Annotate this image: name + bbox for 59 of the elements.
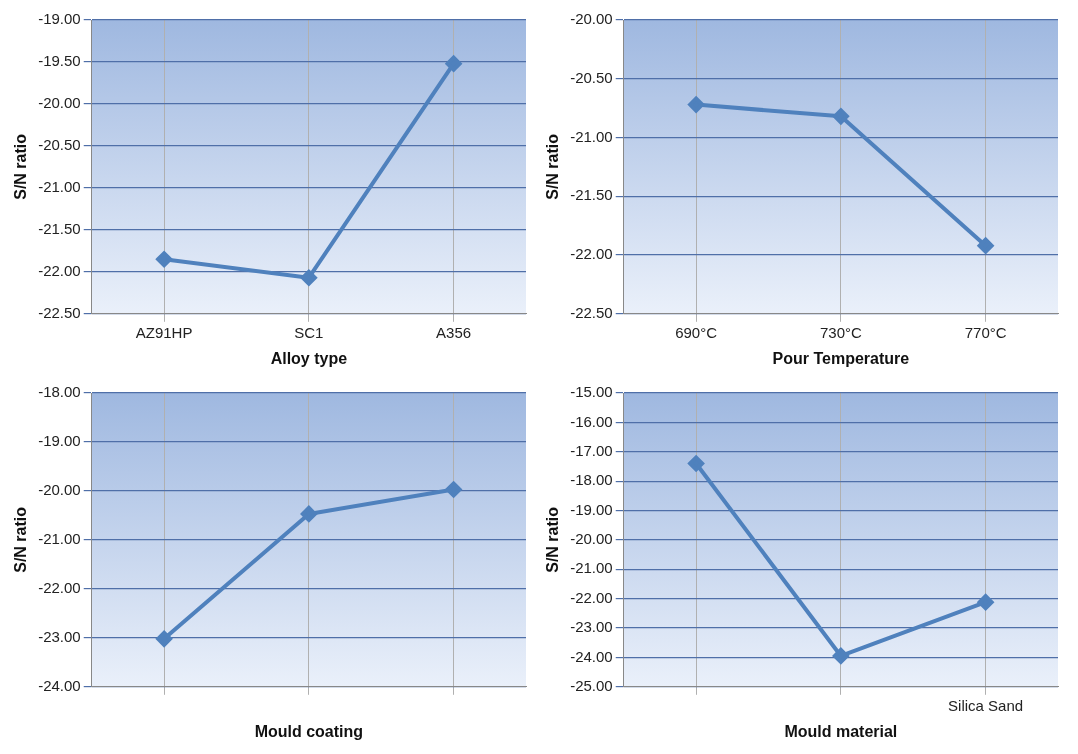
point — [300, 505, 317, 522]
y-tick-label: -20.00 — [570, 10, 613, 28]
y-tick-label: -22.00 — [38, 579, 81, 597]
y-tick-label: -18.00 — [570, 471, 613, 489]
point — [156, 630, 173, 647]
point — [445, 481, 462, 498]
y-tick-label: -21.00 — [570, 127, 613, 145]
x-axis-title: Alloy type — [270, 349, 348, 367]
y-tick-label: -15.00 — [570, 383, 613, 401]
x-tick-label: 770°C — [964, 323, 1007, 341]
x-axis-title: Mould coating — [254, 722, 364, 740]
x-tick-label: 690°C — [675, 323, 718, 341]
y-axis-title: S/N ratio — [544, 506, 562, 573]
y-tick-label: -23.00 — [570, 618, 613, 636]
point — [156, 251, 173, 268]
y-tick-label: -17.00 — [570, 441, 613, 459]
y-tick-label: -24.00 — [570, 647, 613, 665]
y-tick-label: -21.50 — [570, 186, 613, 204]
y-tick-label: -21.00 — [570, 559, 613, 577]
y-tick-label: -22.00 — [570, 588, 613, 606]
point — [688, 455, 705, 472]
y-tick-label: -18.00 — [38, 383, 81, 401]
x-axis-title: Pour Temperature — [772, 349, 910, 367]
y-tick-label: -19.00 — [38, 10, 81, 28]
x-tick-label: Silica Sand — [948, 696, 1024, 714]
y-tick-label: -22.00 — [38, 261, 81, 279]
point — [688, 96, 705, 113]
y-tick-label: -22.50 — [570, 303, 613, 321]
y-tick-label: -22.50 — [38, 303, 81, 321]
x-axis-title: Mould material — [784, 722, 898, 740]
y-tick-label: -20.50 — [570, 68, 613, 86]
y-axis-title: S/N ratio — [12, 133, 30, 200]
point — [977, 237, 994, 254]
y-tick-label: -19.00 — [570, 500, 613, 518]
y-tick-label: -21.00 — [38, 178, 81, 196]
point — [977, 594, 994, 611]
y-tick-label: -19.50 — [38, 52, 81, 70]
y-tick-label: -20.00 — [38, 94, 81, 112]
y-tick-label: -16.00 — [570, 412, 613, 430]
y-tick-label: -21.50 — [38, 220, 81, 237]
point — [300, 269, 317, 286]
y-tick-label: -21.00 — [38, 530, 81, 548]
y-tick-label: -23.00 — [38, 627, 81, 645]
x-tick-label: A356 — [436, 323, 472, 341]
x-tick-label: AZ91HP — [135, 323, 193, 341]
y-tick-label: -20.50 — [38, 136, 81, 154]
y-tick-label: -20.00 — [570, 530, 613, 548]
x-tick-label: 730°C — [819, 323, 862, 341]
x-tick-label: SC1 — [294, 323, 324, 341]
y-axis-title: S/N ratio — [12, 506, 30, 573]
point — [832, 108, 849, 125]
y-axis-title: S/N ratio — [544, 133, 562, 200]
y-tick-label: -22.00 — [570, 245, 613, 263]
y-tick-label: -24.00 — [38, 676, 81, 694]
point — [832, 647, 849, 664]
y-tick-label: -20.00 — [38, 481, 81, 499]
y-tick-label: -25.00 — [570, 676, 613, 694]
point — [445, 55, 462, 72]
y-tick-label: -19.00 — [38, 432, 81, 450]
